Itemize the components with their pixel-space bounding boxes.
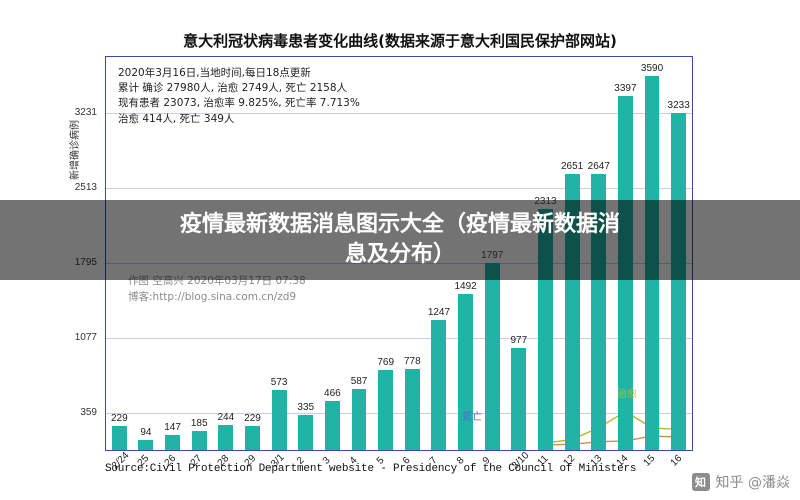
bar-value-label: 1797 bbox=[481, 249, 504, 261]
bar-value-label: 769 bbox=[377, 356, 395, 368]
bar bbox=[404, 368, 420, 450]
gridline bbox=[106, 188, 692, 190]
bar bbox=[324, 401, 340, 450]
bar bbox=[271, 390, 287, 450]
bar bbox=[218, 424, 234, 450]
zhihu-watermark: 知 知乎 @潘焱 bbox=[691, 472, 790, 492]
bar bbox=[191, 430, 207, 450]
legend-label-recovered: 治愈 bbox=[617, 389, 637, 400]
legend-label-deaths: 死亡 bbox=[462, 412, 482, 423]
bar-value-label: 229 bbox=[244, 413, 261, 425]
bar-value-label: 587 bbox=[350, 375, 368, 387]
bar bbox=[165, 434, 181, 450]
bar bbox=[351, 388, 367, 450]
bar bbox=[111, 426, 127, 450]
bar-value-label: 2647 bbox=[587, 161, 610, 173]
annotation-line-1: 2020年3月16日,当地时间,每日18点更新 bbox=[118, 67, 311, 79]
zhihu-logo-icon: 知 bbox=[691, 473, 710, 491]
bar bbox=[378, 369, 394, 450]
bar-value-label: 977 bbox=[510, 335, 528, 347]
bar-value-label: 335 bbox=[297, 402, 315, 414]
y-tick-label: 1077 bbox=[74, 331, 97, 343]
bar bbox=[511, 348, 527, 450]
bar bbox=[458, 294, 474, 450]
annotation-line-2: 累计 确诊 27980人, 治愈 2749人, 死亡 2158人 bbox=[118, 82, 348, 95]
bar-value-label: 3590 bbox=[640, 62, 664, 74]
bar bbox=[298, 415, 314, 450]
overlay-title: 疫情最新数据消息图示大全（疫情最新数据消 息及分布） bbox=[0, 200, 800, 280]
gridline bbox=[106, 412, 692, 414]
bar-value-label: 94 bbox=[140, 427, 152, 439]
bar-value-label: 1492 bbox=[454, 281, 477, 293]
bar bbox=[671, 112, 687, 450]
bar-value-label: 466 bbox=[324, 388, 341, 400]
bar-value-label: 244 bbox=[217, 411, 235, 423]
bar-value-label: 229 bbox=[110, 413, 128, 425]
gridline bbox=[106, 337, 692, 339]
y-axis-title: 新增确诊病例 bbox=[70, 120, 81, 180]
bar bbox=[484, 262, 500, 450]
y-tick-label: 3231 bbox=[74, 107, 97, 119]
overlay-line-1: 疫情最新数据消息图示大全（疫情最新数据消 bbox=[179, 212, 620, 238]
overlay-banner bbox=[0, 200, 800, 280]
bar-value-label: 2313 bbox=[534, 195, 557, 207]
x-tick-label: 15 bbox=[641, 453, 658, 469]
source-footer: Source:Civil Protection Department websi… bbox=[105, 463, 637, 475]
y-tick-label: 2513 bbox=[74, 182, 97, 194]
bar-value-label: 778 bbox=[403, 355, 421, 367]
bar-value-label: 3233 bbox=[667, 99, 690, 111]
bar bbox=[431, 320, 447, 450]
overlay-line-2: 息及分布） bbox=[344, 242, 455, 267]
bar bbox=[245, 426, 260, 450]
x-tick-label: 16 bbox=[668, 453, 684, 469]
gridline bbox=[106, 113, 692, 115]
bar-value-label: 3397 bbox=[614, 82, 637, 94]
credit-line-2: 博客:http://blog.sina.com.cn/zd9 bbox=[128, 290, 297, 303]
bar-value-label: 147 bbox=[164, 421, 181, 433]
bar-value-label: 1247 bbox=[427, 307, 451, 318]
annotation-box: 2020年3月16日,当地时间,每日18点更新 累计 确诊 27980人, 治愈… bbox=[118, 66, 448, 127]
bar-value-label: 2651 bbox=[561, 160, 584, 172]
annotation-line-4: 治愈 414人, 死亡 349人 bbox=[118, 112, 235, 125]
chart-title: 意大利冠状病毒患者变化曲线(数据来源于意大利国民保护部网站) bbox=[183, 32, 617, 50]
y-tick-label: 359 bbox=[80, 406, 97, 418]
bar bbox=[138, 440, 154, 450]
annotation-line-3: 现有患者 23073, 治愈率 9.825%, 死亡率 7.713% bbox=[118, 97, 360, 110]
bar-value-label: 185 bbox=[190, 417, 208, 429]
bar-value-label: 573 bbox=[270, 377, 288, 389]
watermark-text: 知乎 @潘焱 bbox=[715, 475, 790, 491]
